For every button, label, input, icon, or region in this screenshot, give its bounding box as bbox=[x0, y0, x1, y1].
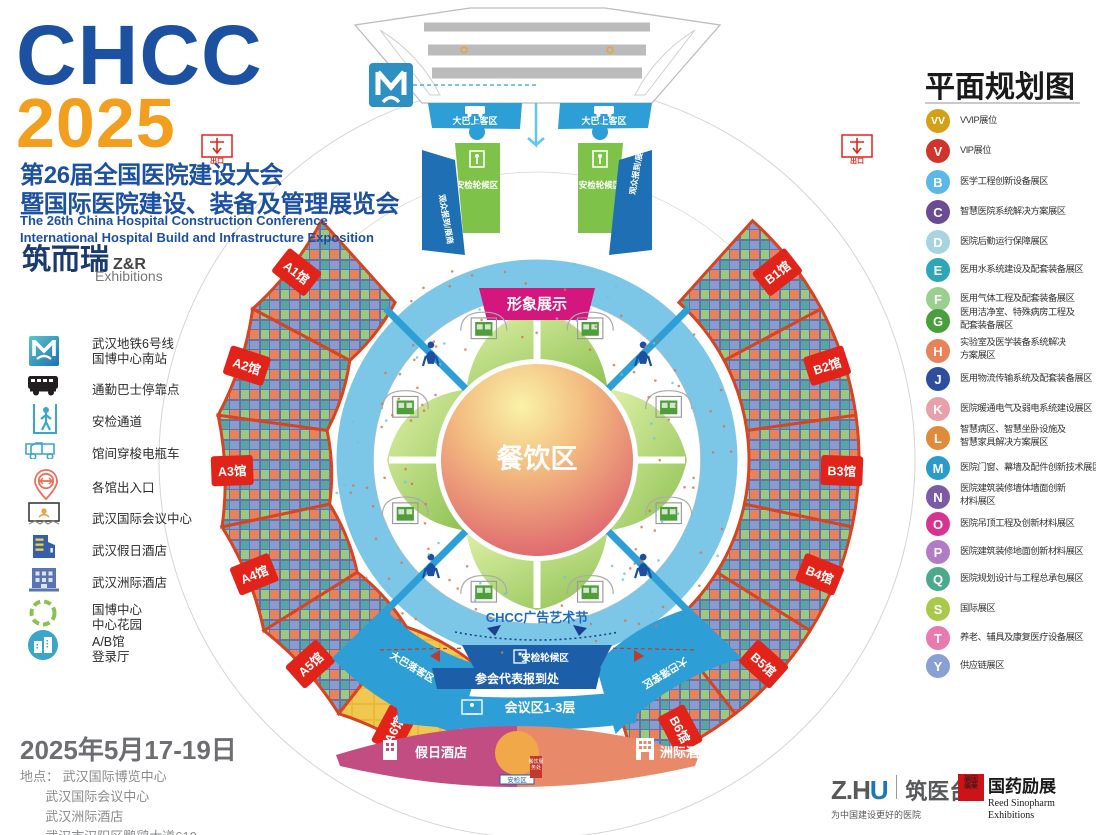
svg-text:大巴上客区: 大巴上客区 bbox=[581, 115, 626, 126]
svg-text:形象展示: 形象展示 bbox=[507, 295, 567, 313]
svg-text:洲际酒店: 洲际酒店 bbox=[660, 745, 712, 760]
svg-text:会议区1-3层: 会议区1-3层 bbox=[505, 700, 576, 715]
svg-text:务处: 务处 bbox=[531, 764, 541, 771]
svg-text:B3馆: B3馆 bbox=[827, 463, 856, 479]
svg-text:假日酒店: 假日酒店 bbox=[415, 745, 467, 760]
svg-text:参会代表报到处: 参会代表报到处 bbox=[475, 671, 560, 686]
svg-text:安检轮候区: 安检轮候区 bbox=[521, 652, 569, 664]
svg-text:A3馆: A3馆 bbox=[218, 463, 247, 479]
svg-text:餐饮服: 餐饮服 bbox=[528, 758, 543, 765]
svg-text:出口: 出口 bbox=[850, 156, 864, 165]
svg-text:安检轮候区: 安检轮候区 bbox=[456, 180, 499, 190]
svg-text:安检区: 安检区 bbox=[507, 775, 527, 784]
svg-text:餐饮区: 餐饮区 bbox=[497, 444, 578, 474]
svg-text:CHCC广告艺术节: CHCC广告艺术节 bbox=[486, 610, 589, 625]
svg-text:安检轮候区: 安检轮候区 bbox=[579, 180, 622, 190]
